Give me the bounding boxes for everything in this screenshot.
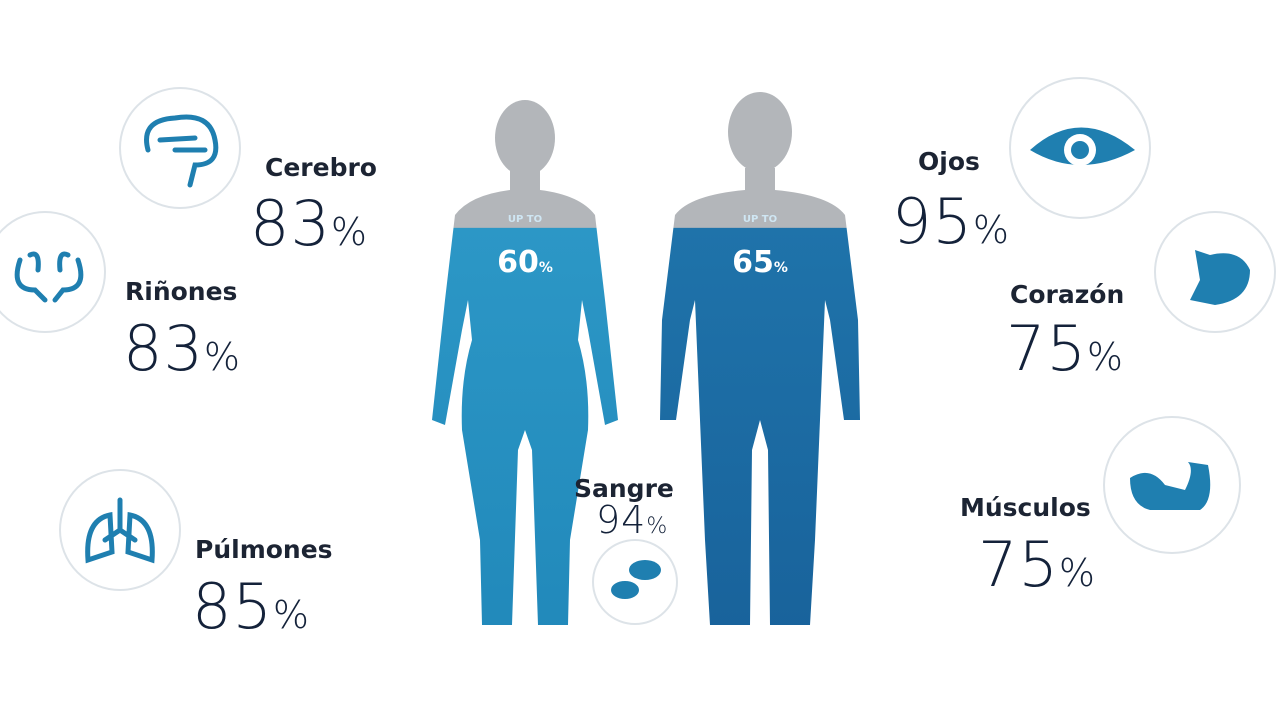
organ-number: 83: [250, 187, 331, 260]
heart-icon: [1154, 211, 1276, 333]
organ-number: 83: [123, 312, 204, 385]
organ-unit: %: [973, 208, 1010, 252]
female-figure: [432, 100, 618, 625]
organ-unit: %: [204, 335, 241, 379]
lungs-icon: [59, 469, 181, 591]
organ-label: Ojos: [918, 147, 980, 176]
organ-number: 75: [978, 528, 1059, 601]
organ-value: 83%: [250, 187, 368, 260]
organ-number: 85: [192, 570, 273, 643]
figure-number: 65: [732, 245, 774, 280]
organ-label: Riñones: [125, 277, 237, 306]
organ-label: Músculos: [960, 493, 1091, 522]
organ-label: Sangre: [574, 474, 674, 503]
male-figure: [660, 92, 860, 625]
eye-icon: [1009, 77, 1151, 219]
organ-number: 94: [596, 498, 646, 542]
organ-value: 75%: [978, 528, 1096, 601]
figure-value: 60%: [497, 245, 553, 280]
figure-value: 65%: [732, 245, 788, 280]
organ-value: 95%: [892, 185, 1010, 258]
figure-caption: UP TO: [508, 214, 542, 225]
organ-value: 94%: [596, 498, 668, 542]
organ-number: 95: [892, 185, 973, 258]
kidney-icon: [0, 211, 106, 333]
figure-number: 60: [497, 245, 539, 280]
organ-label: Cerebro: [265, 153, 377, 182]
brain-icon: [119, 87, 241, 209]
organ-value: 83%: [123, 312, 241, 385]
organ-unit: %: [331, 210, 368, 254]
figure-caption: UP TO: [743, 214, 777, 225]
organ-unit: %: [1059, 551, 1096, 595]
organ-unit: %: [646, 514, 668, 539]
organ-unit: %: [1087, 335, 1124, 379]
organ-number: 75: [1006, 312, 1087, 385]
figure-unit: %: [539, 260, 553, 276]
organ-label: Corazón: [1010, 280, 1124, 309]
blood-icon: [592, 539, 678, 625]
organ-value: 85%: [192, 570, 310, 643]
figure-unit: %: [774, 260, 788, 276]
organ-value: 75%: [1006, 312, 1124, 385]
organ-unit: %: [273, 593, 310, 637]
organ-label: Púlmones: [195, 535, 333, 564]
muscle-icon: [1103, 416, 1241, 554]
